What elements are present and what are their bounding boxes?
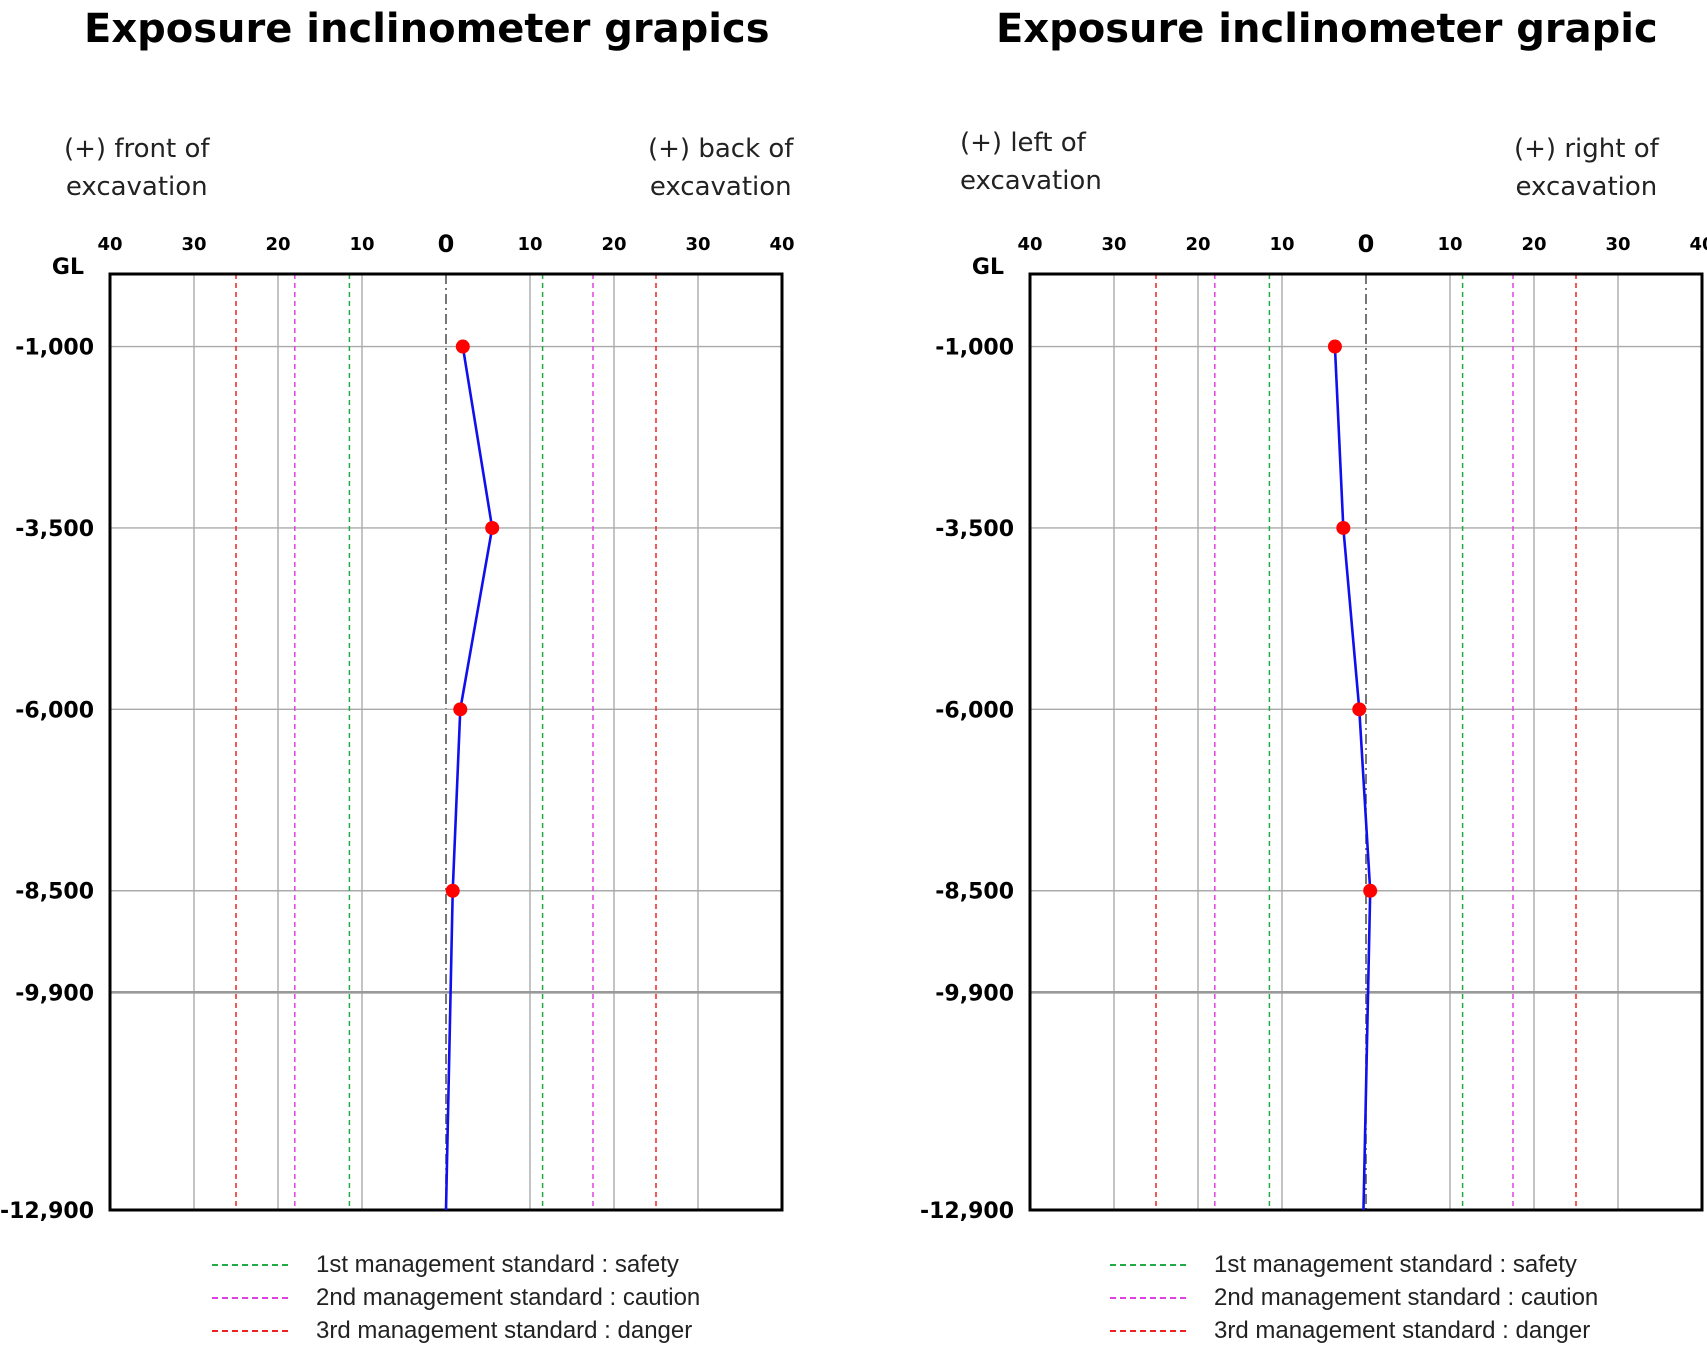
x-tick-label: 20 (265, 234, 290, 255)
legend-swatch-safety (1110, 1263, 1186, 1266)
legend-label-safety: 1st management standard : safety (1214, 1250, 1577, 1278)
measurement-point (455, 339, 470, 354)
x-tick-label: 20 (1185, 234, 1210, 255)
legend-label-danger: 3rd management standard : danger (316, 1316, 693, 1344)
y-tick-label: -3,500 (935, 517, 1014, 542)
legend-label-safety: 1st management standard : safety (316, 1250, 679, 1278)
measurement-point (1336, 520, 1351, 535)
y-tick-label: -9,900 (15, 981, 94, 1006)
y-tick-label: -8,500 (935, 880, 1014, 905)
x-tick-label: 10 (1269, 234, 1294, 255)
legend-swatch-caution (212, 1296, 288, 1299)
legend-right: 1st management standard : safety 2nd man… (1110, 1248, 1598, 1347)
measurement-point (1327, 339, 1342, 354)
x-tick-label: 40 (1689, 234, 1707, 255)
plot-frame (1028, 272, 1704, 1212)
direction-label-right: (+) right of excavation (1514, 134, 1659, 202)
ground-level-label: GL (972, 255, 1004, 280)
x-tick-label: 0 (438, 230, 455, 258)
x-tick-label: 40 (1017, 234, 1042, 255)
chart-0: 40 30 20 10 0 10 20 30 40 GL -1,000 -3,500 -6,000 -8,… (0, 230, 795, 1224)
y-tick-label: -6,000 (15, 698, 94, 723)
x-tick-label: 40 (97, 234, 122, 255)
legend-label-caution: 2nd management standard : caution (1214, 1283, 1599, 1311)
x-tick-label: 10 (349, 234, 374, 255)
measurement-point (1352, 702, 1367, 717)
x-tick-label: 10 (517, 234, 542, 255)
legend-item-caution: 2nd management standard : caution (1110, 1281, 1598, 1314)
x-tick-label: 30 (1605, 234, 1630, 255)
x-tick-label: 0 (1358, 230, 1375, 258)
y-tick-label: -12,900 (920, 1199, 1014, 1224)
measurement-point (445, 883, 460, 898)
legend-item-caution: 2nd management standard : caution (212, 1281, 700, 1314)
y-tick-label: -6,000 (935, 698, 1014, 723)
x-tick-label: 20 (601, 234, 626, 255)
y-tick-label: -1,000 (15, 336, 94, 361)
legend-left: 1st management standard : safety 2nd man… (212, 1248, 700, 1347)
x-tick-label: 30 (181, 234, 206, 255)
direction-label-front: (+) front of excavation (64, 134, 210, 202)
chart-title-left: Exposure inclinometer grapics (84, 6, 770, 52)
measurement-point (485, 520, 500, 535)
legend-label-danger: 3rd management standard : danger (1214, 1316, 1591, 1344)
legend-item-safety: 1st management standard : safety (1110, 1248, 1598, 1281)
x-tick-label: 40 (769, 234, 794, 255)
chart-title-right: Exposure inclinometer grapic (996, 6, 1658, 52)
x-tick-label: 20 (1521, 234, 1546, 255)
measurement-point (453, 702, 468, 717)
y-tick-label: -3,500 (15, 517, 94, 542)
displacement-profile-line (444, 346, 494, 1211)
y-tick-label: -9,900 (935, 981, 1014, 1006)
legend-swatch-caution (1110, 1296, 1186, 1299)
y-tick-label: -1,000 (935, 336, 1014, 361)
legend-swatch-danger (1110, 1329, 1186, 1332)
chart-1: 40 30 20 10 0 10 20 30 40 GL -1,000 -3,500 -6,000 -8,… (920, 230, 1707, 1224)
ground-level-label: GL (52, 255, 84, 280)
x-tick-label: 10 (1437, 234, 1462, 255)
legend-item-safety: 1st management standard : safety (212, 1248, 700, 1281)
y-tick-label: -8,500 (15, 880, 94, 905)
legend-swatch-danger (212, 1329, 288, 1332)
legend-swatch-safety (212, 1263, 288, 1266)
measurement-point (1363, 883, 1378, 898)
x-tick-label: 30 (685, 234, 710, 255)
y-tick-label: -12,900 (0, 1199, 94, 1224)
direction-label-back: (+) back of excavation (648, 134, 794, 202)
x-tick-label: 30 (1101, 234, 1126, 255)
direction-label-left: (+) left of excavation (960, 128, 1102, 196)
legend-item-danger: 3rd management standard : danger (212, 1314, 700, 1347)
legend-label-caution: 2nd management standard : caution (316, 1283, 701, 1311)
legend-item-danger: 3rd management standard : danger (1110, 1314, 1598, 1347)
displacement-profile-line (1333, 346, 1372, 1211)
